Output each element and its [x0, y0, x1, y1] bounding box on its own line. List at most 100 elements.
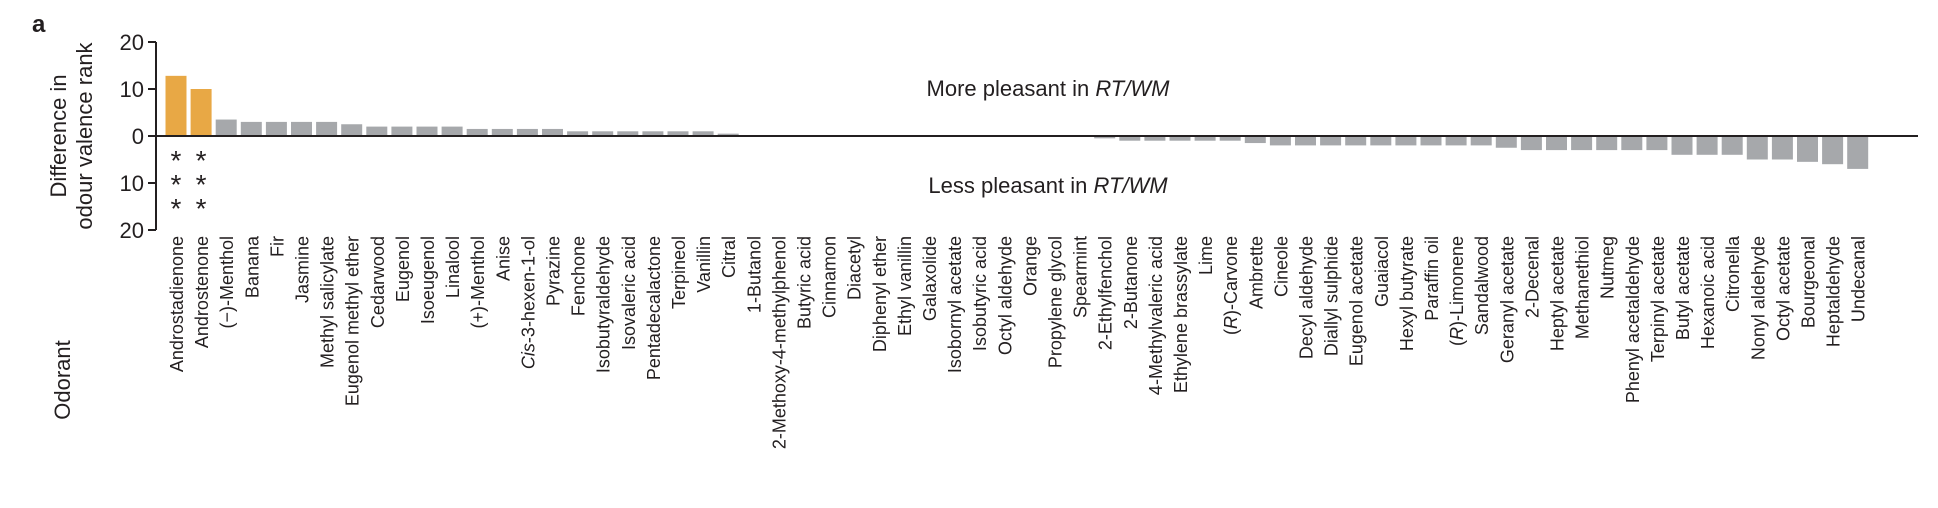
- x-tick-label: Pentadecalactone: [644, 236, 664, 380]
- significance-star: *: [196, 193, 207, 224]
- bar: [1721, 136, 1743, 155]
- x-tick-label: Lime: [1196, 236, 1216, 275]
- x-tick-label: Isobutyric acid: [970, 236, 990, 351]
- x-tick-label: Galaxolide: [920, 236, 940, 321]
- x-tick-label: Jasmine: [293, 236, 313, 303]
- x-tick-label: Guaiacol: [1372, 236, 1392, 307]
- panel-label: a: [32, 11, 46, 38]
- x-tick-label: (−)-Menthol: [217, 236, 237, 329]
- bar: [1847, 136, 1869, 169]
- bar: [1119, 136, 1141, 141]
- x-tick-label: (R)-Carvone: [1221, 236, 1241, 335]
- bar: [1746, 136, 1768, 160]
- x-tick-label: Methanethiol: [1573, 236, 1593, 339]
- x-tick-label: Fenchone: [569, 236, 589, 316]
- bar: [1445, 136, 1467, 146]
- bar: [491, 128, 513, 136]
- x-tick-label: Ethyl vanillin: [895, 236, 915, 336]
- bar: [165, 75, 187, 136]
- x-tick-label: Eugenol: [393, 236, 413, 302]
- x-tick-label: Cedarwood: [368, 236, 388, 328]
- bar: [1420, 136, 1442, 146]
- x-tick-label: Propylene glycol: [1046, 236, 1066, 368]
- bar: [215, 119, 237, 136]
- x-tick-label: Isobutyraldehyde: [594, 236, 614, 373]
- x-tick-label: Linalool: [443, 236, 463, 298]
- x-tick-label: Citronella: [1723, 235, 1743, 312]
- x-tick-label: Androstenone: [192, 236, 212, 348]
- x-tick-label: Cinnamon: [820, 236, 840, 318]
- bar: [1320, 136, 1342, 146]
- x-tick-label: Isoeugenol: [418, 236, 438, 324]
- bar: [366, 126, 388, 136]
- x-tick-label: Ethylene brassylate: [1171, 236, 1191, 393]
- x-tick-label: Diallyl sulphide: [1322, 236, 1342, 356]
- bar: [1571, 136, 1593, 151]
- x-tick-label: Paraffin oil: [1422, 236, 1442, 321]
- bar: [1646, 136, 1668, 151]
- y-axis-title-line: odour valence rank: [72, 41, 97, 229]
- x-tick-label: Bourgeonal: [1799, 236, 1819, 328]
- bar: [1094, 136, 1116, 139]
- x-tick-label: Eugenol methyl ether: [343, 236, 363, 406]
- bar: [1345, 136, 1367, 146]
- bar: [1671, 136, 1693, 155]
- x-tick-label: 2-Methoxy-4-methylphenol: [769, 236, 789, 449]
- bar: [717, 133, 739, 136]
- annotation-bottom: Less pleasant in RT/WM: [928, 173, 1168, 198]
- bar: [1395, 136, 1417, 146]
- x-tick-label: 2-Butanone: [1121, 236, 1141, 329]
- x-tick-label: Pyrazine: [544, 236, 564, 306]
- x-tick-label: Cis-3-hexen-1-ol: [518, 236, 538, 369]
- bar: [341, 124, 363, 136]
- x-tick-label: Terpineol: [669, 236, 689, 309]
- x-tick-label: Fir: [267, 236, 287, 257]
- x-tick-label: Banana: [242, 235, 262, 298]
- bar: [1370, 136, 1392, 146]
- bar: [1219, 136, 1241, 141]
- x-tick-label: Geranyl acetate: [1497, 236, 1517, 363]
- x-tick-label: Isobornyl acetate: [945, 236, 965, 373]
- x-tick-label: Diphenyl ether: [870, 236, 890, 352]
- y-tick-label: 0: [132, 124, 144, 149]
- x-tick-label: 4-Methylvaleric acid: [1146, 236, 1166, 395]
- x-tick-label: Nutmeg: [1598, 236, 1618, 299]
- x-tick-label: Isovaleric acid: [619, 236, 639, 350]
- x-tick-label: Hexyl butyrate: [1397, 236, 1417, 351]
- bar: [1295, 136, 1316, 146]
- bar: [265, 121, 287, 136]
- y-axis-title: Difference in odour valence rank: [46, 41, 97, 229]
- x-tick-label: Phenyl acetaldehyde: [1623, 236, 1643, 403]
- x-tick-labels: Androstadienone Androstenone (−)-Menthol Ba…: [167, 235, 1869, 449]
- x-tick-label: Orange: [1020, 236, 1040, 296]
- x-tick-label: Octyl acetate: [1773, 236, 1793, 341]
- x-tick-label: 1-Butanol: [744, 236, 764, 313]
- bar: [542, 128, 563, 136]
- bar: [692, 131, 714, 136]
- x-tick-label: (R)-Limonene: [1447, 236, 1467, 346]
- bar: [1169, 136, 1191, 141]
- bar: [567, 131, 589, 136]
- bar: [1144, 136, 1166, 141]
- x-axis-title-group: Odorant: [50, 340, 75, 420]
- bar: [1470, 136, 1492, 146]
- bar: [316, 121, 338, 136]
- bar: [592, 131, 614, 136]
- x-tick-label: Butyric acid: [795, 236, 815, 329]
- x-tick-label: Androstadienone: [167, 236, 187, 372]
- x-tick-label: Sandalwood: [1472, 236, 1492, 335]
- significance-star: *: [171, 145, 182, 176]
- x-tick-label: Citral: [719, 236, 739, 278]
- y-tick-label: 10: [120, 77, 144, 102]
- bar: [617, 131, 639, 136]
- bar: [1596, 136, 1618, 151]
- annotations: More pleasant in RT/WM Less pleasant in R…: [927, 76, 1171, 198]
- x-tick-label: Undecanal: [1849, 236, 1869, 322]
- x-tick-label: Decyl aldehyde: [1297, 236, 1317, 359]
- significance-star: *: [196, 169, 207, 200]
- bar: [1797, 136, 1818, 162]
- x-tick-label: Spearmint: [1071, 236, 1091, 318]
- bar: [1194, 136, 1216, 141]
- bar: [667, 131, 689, 136]
